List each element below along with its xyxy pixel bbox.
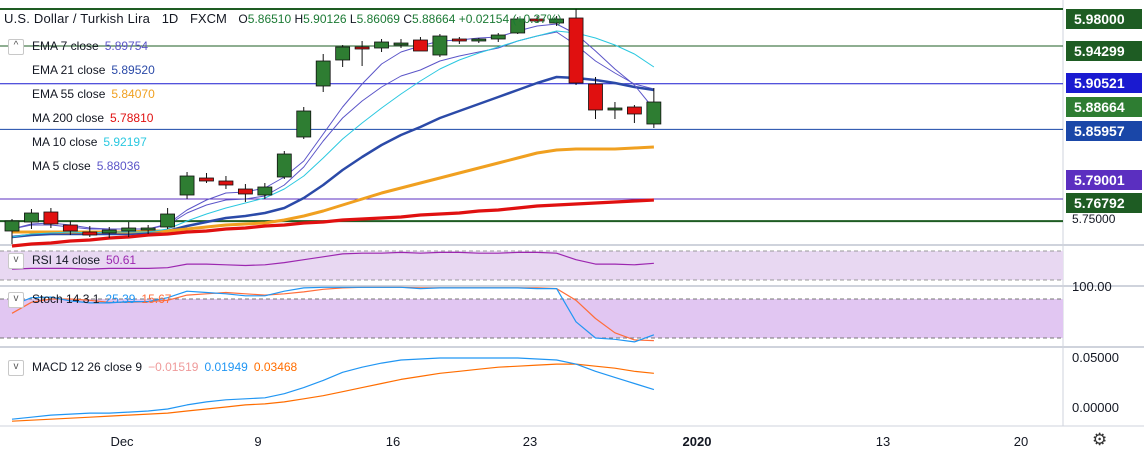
ma-10-close-line (11, 30, 655, 238)
candle-body (62, 224, 78, 232)
time-axis-label: 16 (385, 434, 401, 449)
time-axis-label: 9 (254, 434, 262, 449)
candle-body (471, 38, 487, 42)
time-axis-label: 13 (875, 434, 891, 449)
rsi-legend[interactable]: v RSI 14 close 50.61 (8, 253, 136, 269)
macd-line (11, 357, 655, 420)
ma-5-close-line (11, 23, 655, 230)
candle-body (4, 220, 20, 232)
stoch-legend[interactable]: v Stoch 14 3 1 25.39 15.67 (8, 292, 171, 308)
candle-body (413, 39, 428, 52)
interval[interactable]: 1D (161, 11, 179, 26)
legend-ma200[interactable]: MA 200 close 5.78810 (32, 111, 154, 125)
ema-21-close-line (11, 75, 655, 239)
price-tag: 5.94299 (1066, 41, 1142, 61)
candle-body (101, 229, 117, 234)
legend-ema55[interactable]: EMA 55 close 5.84070 (32, 87, 155, 101)
collapse-chevron-icon[interactable]: v (8, 253, 24, 269)
indicator-legend: ^ EMA 7 close 5.89754 EMA 21 close 5.89520 … (8, 34, 155, 178)
candle-body (354, 46, 370, 50)
macd-axis-label: 0.05000 (1072, 350, 1119, 365)
price-axis-label: 5.75000 (1072, 212, 1116, 226)
stoch-band (0, 299, 1063, 338)
time-axis-label: 2020 (682, 434, 712, 449)
rsi-band (0, 251, 1063, 280)
candle-body (296, 110, 312, 138)
candle-body (335, 46, 351, 61)
price-tag: 5.98000 (1066, 9, 1142, 29)
candle-body (121, 227, 137, 232)
candle-body (24, 212, 39, 223)
macd-legend[interactable]: v MACD 12 26 close 9 −0.01519 0.01949 0.0346… (8, 360, 297, 376)
candle-body (393, 42, 409, 46)
collapse-chevron-icon[interactable]: v (8, 360, 24, 376)
macd-axis-label: 0.00000 (1072, 400, 1119, 415)
candle-body (257, 186, 273, 196)
candle-body (276, 153, 292, 178)
price-tag: 5.76792 (1066, 193, 1142, 213)
candle-body (529, 18, 545, 22)
stoch-axis-label: 100.00 (1072, 279, 1112, 294)
collapse-chevron-icon[interactable]: ^ (8, 38, 24, 55)
chart-header: U.S. Dollar / Turkish Lira 1D FXCM O5.86… (4, 11, 561, 26)
rsi-line (11, 251, 654, 270)
candle-body (490, 34, 506, 40)
legend-ma5[interactable]: MA 5 close 5.88036 (32, 159, 141, 173)
price-tag: 5.79001 (1066, 170, 1142, 190)
candle-body (451, 38, 467, 42)
price-tag: 5.88664 (1066, 97, 1142, 117)
time-axis-label: Dec (110, 434, 134, 449)
candle-body (568, 17, 584, 84)
candle-body (374, 41, 389, 49)
legend-ema21[interactable]: EMA 21 close 5.89520 (32, 63, 155, 77)
price-tag: 5.85957 (1066, 121, 1142, 141)
gear-icon[interactable]: ⚙ (1092, 430, 1108, 449)
collapse-chevron-icon[interactable]: v (8, 292, 24, 308)
candle-body (43, 211, 59, 225)
candle-body (607, 107, 623, 111)
exchange: FXCM (189, 11, 227, 26)
change-readout: +0.02154 (+0.37%) (458, 12, 562, 26)
candle-body (140, 227, 156, 231)
macd-signal-line (11, 363, 654, 422)
price-tag: 5.90521 (1066, 73, 1142, 93)
candle-body (179, 175, 195, 196)
ma-200-close-line (11, 198, 654, 248)
candle-body (432, 35, 448, 56)
candle-body (160, 213, 176, 228)
candle-body (549, 18, 564, 24)
candle-body (588, 83, 603, 111)
candle-body (199, 177, 214, 182)
candle-body (82, 231, 98, 236)
candle-body (627, 106, 642, 115)
candle-body (646, 101, 662, 125)
candle-body (237, 188, 253, 195)
legend-ma10[interactable]: MA 10 close 5.92197 (32, 135, 147, 149)
legend-ema7[interactable]: ^ EMA 7 close 5.89754 (8, 34, 155, 58)
ohlc-readout: O5.86510 H5.90126 L5.86069 C5.88664 +0.0… (238, 12, 562, 26)
candle-body (315, 60, 331, 87)
stoch-k-line (11, 286, 655, 343)
time-axis-label: 20 (1013, 434, 1029, 449)
time-axis-label: 23 (522, 434, 538, 449)
candle-body (218, 180, 234, 186)
candle-body (510, 18, 526, 34)
symbol-name[interactable]: U.S. Dollar / Turkish Lira (4, 11, 151, 26)
